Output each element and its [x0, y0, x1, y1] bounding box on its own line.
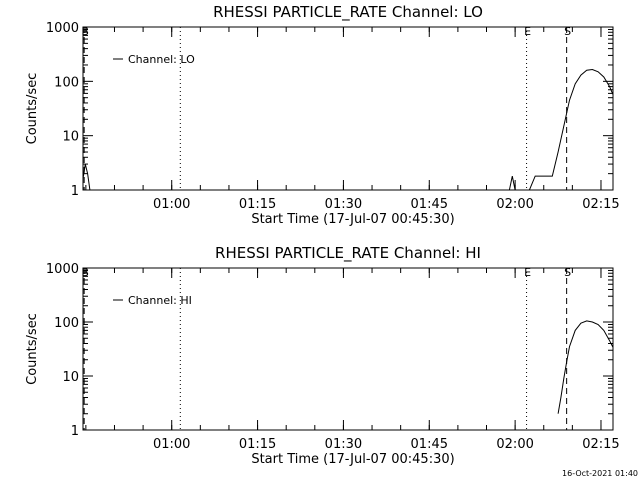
x-tick-label: 02:15 — [582, 197, 619, 212]
event-marker-label: S — [564, 25, 571, 38]
y-tick-label: 1000 — [46, 21, 79, 36]
event-marker-label: E — [524, 266, 531, 279]
x-tick-label: 01:00 — [153, 437, 190, 452]
plot-frame — [82, 267, 614, 431]
event-marker-label: B — [81, 266, 89, 279]
series-line — [83, 68, 613, 190]
chart-title: RHESSI PARTICLE_RATE Channel: HI — [215, 244, 481, 263]
event-marker-label: E — [524, 25, 531, 38]
legend-label: Channel: HI — [128, 294, 192, 307]
x-tick-label: 01:45 — [411, 437, 448, 452]
panel-hi: RHESSI PARTICLE_RATE Channel: HI 1 10 100 10… — [25, 244, 620, 467]
y-tick-label: 1 — [71, 184, 79, 199]
x-axis-label: Start Time (17-Jul-07 00:45:30) — [251, 452, 454, 467]
legend-label: Channel: LO — [128, 53, 195, 66]
x-tick-label: 02:00 — [496, 437, 533, 452]
x-tick-label: 01:45 — [411, 197, 448, 212]
x-tick-label: 01:30 — [325, 437, 362, 452]
y-tick-label: 1 — [71, 424, 79, 439]
event-markers — [83, 27, 568, 190]
x-tick-label: 01:15 — [239, 197, 276, 212]
event-marker-label: B — [81, 25, 89, 38]
chart-title: RHESSI PARTICLE_RATE Channel: LO — [213, 3, 483, 22]
x-tick-label: 02:00 — [496, 197, 533, 212]
x-tick-label: 01:30 — [325, 197, 362, 212]
series-line — [557, 320, 613, 414]
y-tick-label: 100 — [54, 316, 79, 331]
x-tick-label: 01:00 — [153, 197, 190, 212]
generation-timestamp: 16-Oct-2021 01:40 — [562, 469, 638, 478]
y-tick-label: 100 — [54, 75, 79, 90]
y-axis-label: Counts/sec — [25, 73, 40, 145]
y-tick-label: 10 — [62, 370, 79, 385]
y-tick-label: 1000 — [46, 262, 79, 277]
panel-lo: RHESSI PARTICLE_RATE Channel: LO 1 10 100 10… — [25, 3, 620, 227]
y-axis-label: Counts/sec — [25, 313, 40, 385]
x-tick-label: 02:15 — [582, 437, 619, 452]
x-tick-label: 01:15 — [239, 437, 276, 452]
x-axis-label: Start Time (17-Jul-07 00:45:30) — [251, 212, 454, 227]
event-marker-label: S — [564, 266, 571, 279]
plot-frame — [82, 26, 614, 191]
y-tick-label: 10 — [62, 130, 79, 145]
event-markers — [83, 268, 568, 430]
